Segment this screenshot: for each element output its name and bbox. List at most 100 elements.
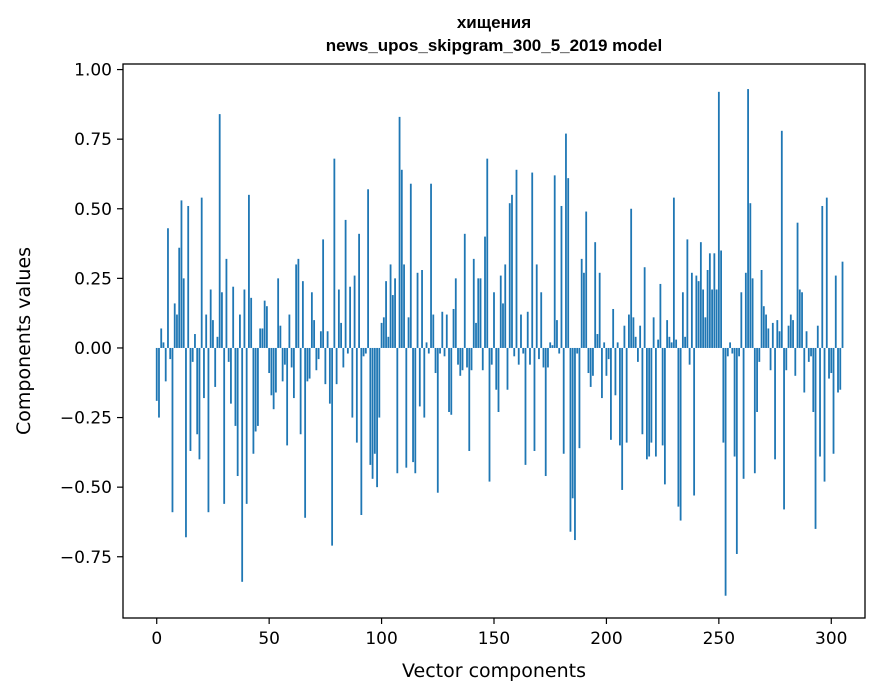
bar — [382, 317, 385, 348]
bar — [257, 347, 259, 426]
bar — [634, 336, 637, 348]
bar — [288, 314, 291, 348]
bar — [364, 347, 367, 354]
bar — [630, 208, 633, 348]
bar — [506, 347, 509, 390]
bar — [248, 194, 250, 348]
bar — [769, 347, 772, 371]
bars-group — [155, 89, 844, 596]
bar — [171, 347, 174, 513]
bar — [358, 233, 360, 348]
bar — [277, 278, 280, 348]
bar — [621, 347, 624, 490]
bar — [765, 314, 767, 348]
bar — [679, 347, 682, 521]
bar — [760, 270, 763, 348]
bar — [457, 347, 459, 365]
bar — [828, 347, 830, 379]
bar — [484, 236, 486, 348]
bar — [394, 278, 396, 348]
bar — [461, 347, 464, 371]
bar — [520, 314, 522, 348]
bar — [268, 347, 271, 374]
bar — [531, 172, 534, 348]
bar — [445, 314, 448, 348]
bar — [468, 347, 471, 451]
bar — [427, 347, 430, 354]
bar — [369, 347, 372, 465]
bar — [261, 328, 264, 348]
bar — [297, 258, 300, 348]
bar — [398, 116, 401, 348]
bar — [553, 175, 556, 348]
bar — [522, 347, 525, 354]
bar — [502, 303, 504, 348]
bar — [837, 347, 839, 393]
bar — [236, 347, 239, 477]
bar — [526, 311, 529, 348]
bar — [214, 347, 217, 387]
bar — [333, 158, 336, 348]
bar — [173, 303, 176, 348]
bar — [690, 272, 693, 348]
bar — [367, 189, 369, 348]
bar — [189, 347, 192, 451]
y-tick-label: −0.75 — [60, 548, 112, 568]
bar — [155, 347, 158, 401]
bar — [585, 211, 588, 348]
bar — [250, 297, 253, 348]
bar — [596, 334, 599, 348]
bar — [839, 347, 842, 390]
bar — [304, 347, 307, 518]
bar — [490, 347, 493, 365]
bar — [702, 289, 705, 348]
bar — [670, 342, 673, 348]
bar — [319, 331, 322, 348]
bar — [594, 242, 597, 348]
bar — [205, 314, 208, 348]
bar — [558, 347, 561, 354]
bar — [810, 347, 812, 357]
bar — [405, 347, 408, 468]
bar — [290, 347, 293, 368]
bar — [164, 347, 167, 382]
bar — [742, 347, 745, 479]
bar — [400, 169, 403, 348]
bar — [740, 292, 743, 348]
bar — [286, 347, 289, 446]
bar — [592, 347, 594, 376]
bar — [221, 292, 223, 348]
bar — [776, 320, 779, 348]
bar — [362, 347, 365, 357]
bar — [335, 347, 338, 385]
bar — [232, 286, 235, 348]
bar — [720, 250, 722, 348]
bar — [819, 347, 821, 457]
bar — [475, 322, 477, 348]
bar — [481, 347, 484, 371]
bar — [605, 347, 608, 376]
bar — [663, 347, 666, 485]
bar — [704, 317, 707, 348]
bar — [158, 347, 160, 418]
bar — [610, 347, 612, 440]
bar — [234, 347, 237, 426]
bar — [641, 347, 644, 435]
bar — [342, 347, 345, 368]
bar — [785, 347, 788, 371]
bar — [225, 258, 228, 348]
y-tick-label: −0.25 — [60, 409, 112, 429]
bar — [738, 347, 740, 357]
bar — [486, 158, 489, 348]
bar — [717, 91, 720, 348]
bar — [216, 336, 219, 348]
bar — [407, 317, 410, 348]
bar — [744, 272, 747, 348]
bar — [789, 314, 792, 348]
bar — [299, 347, 302, 435]
bar — [430, 183, 432, 348]
bar — [684, 336, 687, 348]
bar — [212, 320, 214, 348]
bar — [544, 347, 547, 477]
bar — [517, 347, 520, 365]
